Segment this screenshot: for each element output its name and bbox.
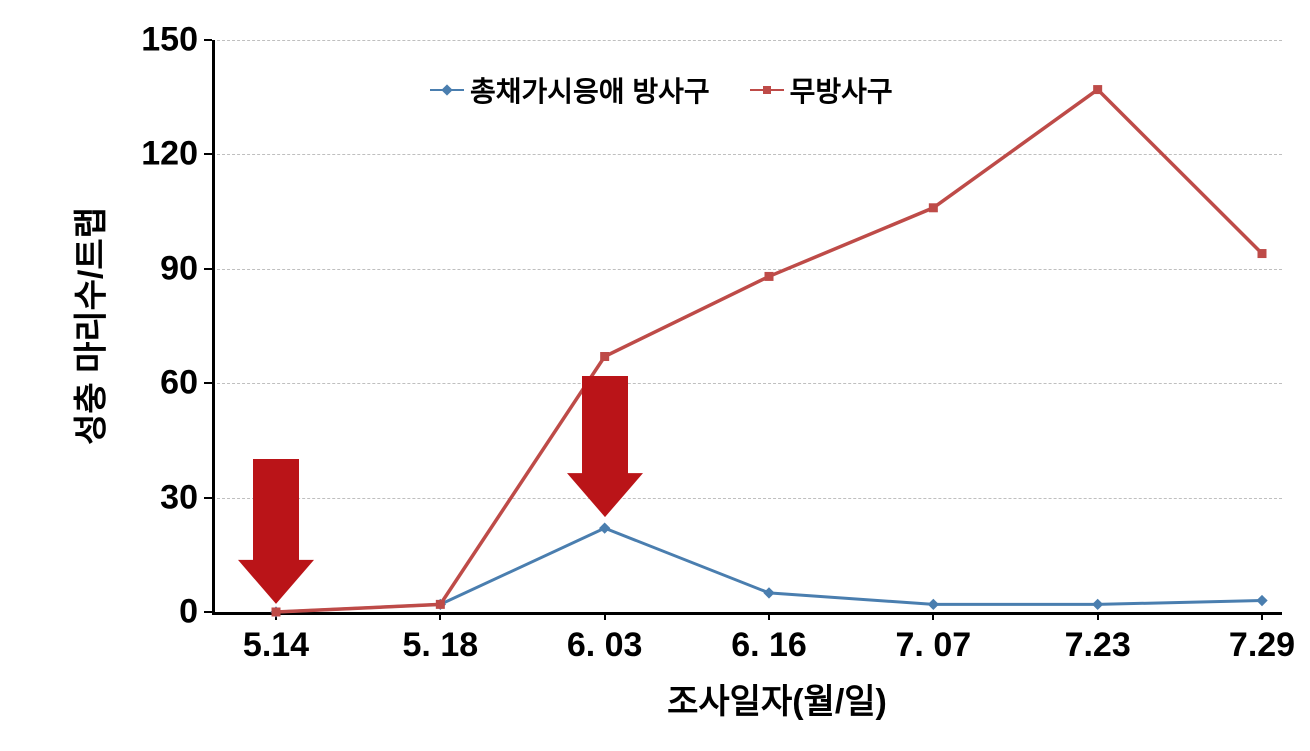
marker-square <box>765 272 774 281</box>
marker-diamond <box>599 522 610 533</box>
series-line <box>276 90 1262 612</box>
marker-square <box>929 203 938 212</box>
marker-square <box>1258 249 1267 258</box>
annotation-arrow-icon <box>238 459 314 604</box>
marker-square <box>436 600 445 609</box>
line-chart: 성충 마리수/트랩 조사일자(월/일) 총채가시응애 방사구무방사구 03060… <box>0 0 1310 751</box>
marker-square <box>272 608 281 617</box>
marker-square <box>1093 85 1102 94</box>
series-line <box>276 528 1262 612</box>
marker-diamond <box>1256 595 1267 606</box>
marker-square <box>600 352 609 361</box>
series-layer <box>0 0 1310 751</box>
marker-diamond <box>1092 599 1103 610</box>
marker-diamond <box>928 599 939 610</box>
annotation-arrow-icon <box>567 376 643 517</box>
marker-diamond <box>763 587 774 598</box>
